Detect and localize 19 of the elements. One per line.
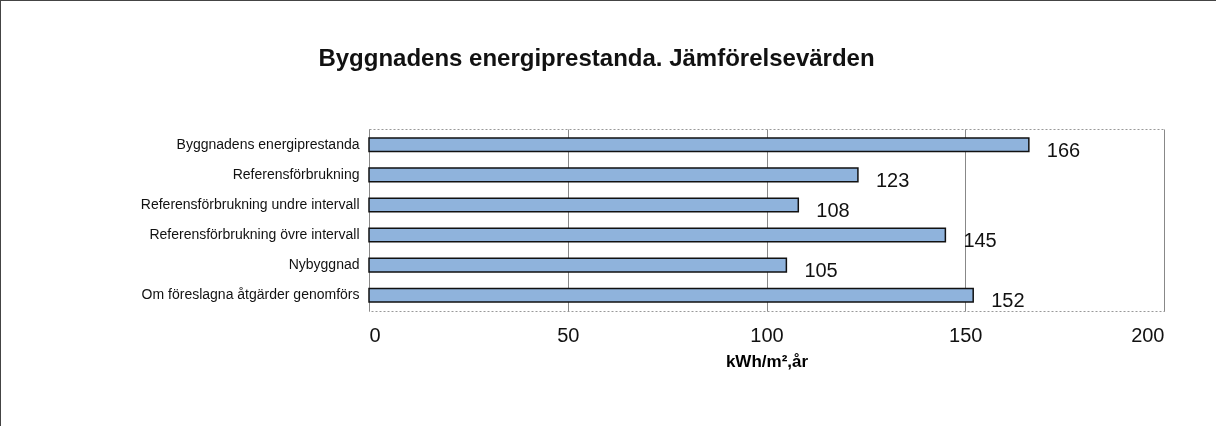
x-tick-label: 100: [750, 323, 784, 346]
x-tick-label: 150: [949, 323, 983, 346]
x-tick-label: 50: [557, 323, 580, 346]
chart-title: Byggnadens energiprestanda. Jämförelsevärden: [318, 44, 875, 71]
data-label: 108: [816, 198, 850, 221]
y-tick-label: Byggnadens energiprestanda: [176, 135, 360, 152]
data-label: 105: [804, 259, 838, 282]
y-tick-label: Om föreslagna åtgärder genomförs: [141, 286, 360, 303]
data-label: 145: [963, 229, 997, 252]
x-tick-label: 0: [369, 323, 381, 346]
y-tick-label: Referensförbrukning övre intervall: [149, 226, 360, 243]
y-tick-label: Referensförbrukning: [232, 165, 360, 182]
x-axis-title: kWh/m²,år: [725, 351, 809, 371]
data-label: 166: [1046, 138, 1081, 161]
x-tick-label: 200: [1131, 323, 1165, 346]
data-label: 152: [991, 289, 1025, 312]
y-tick-label: Referensförbrukning undre intervall: [140, 195, 360, 212]
data-label: 123: [875, 168, 910, 191]
y-tick-label: Nybyggnad: [288, 256, 360, 273]
